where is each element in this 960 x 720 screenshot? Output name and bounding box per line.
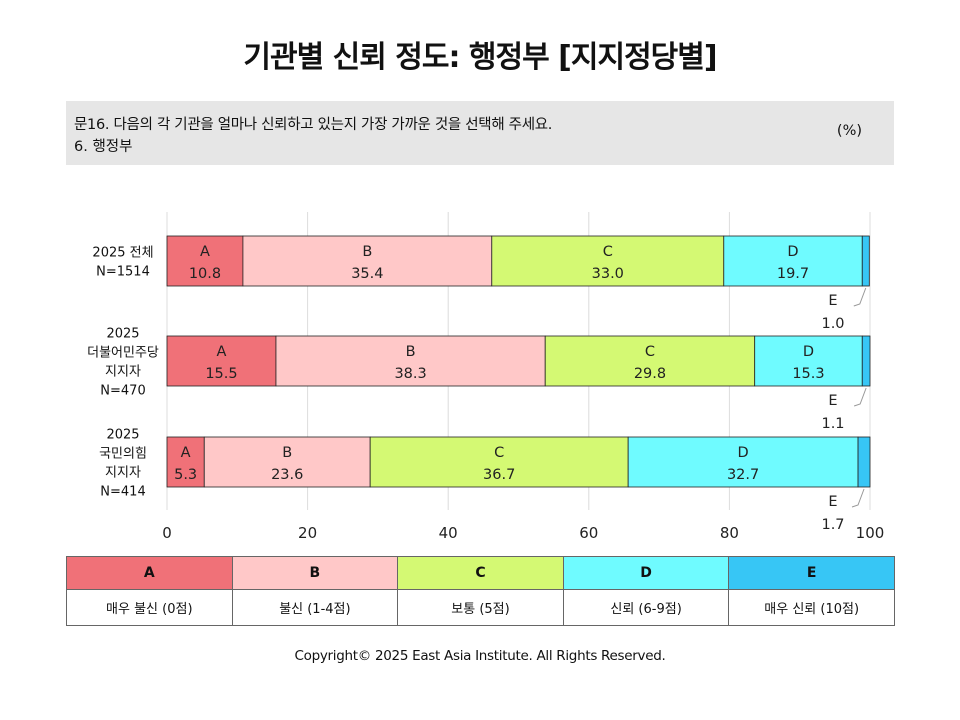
category-label-1-2: 지지자 [105,365,141,380]
segment-name-e-2: E [828,494,837,510]
data-label-c-2: 36.7 [483,467,515,483]
category-label-0-1: N=1514 [96,265,150,280]
segment-name-b-0: B [362,244,372,260]
segment-name-c-0: C [603,244,613,260]
page-title: 기관별 신뢰 정도: 행정부 [지지정당별] [243,40,717,75]
legend-key-a: A [66,556,233,590]
segment-name-a-0: A [200,244,210,260]
category-label-0-0: 2025 전체 [92,246,153,261]
category-label-2-2: 지지자 [105,466,141,481]
segment-name-d-0: D [787,244,798,260]
stacked-bar-chart: 0 20 40 60 80 100 A 10.8 B 35.4 C 33.0 D 19.7 E 1.0 2025… [87,212,885,542]
bar-e-2 [857,436,871,488]
x-tick-label-40: 40 [439,524,458,542]
bar-c-1 [544,335,756,387]
bar-c-2 [369,436,629,488]
category-label-2-3: N=414 [100,485,145,500]
segment-name-c-2: C [494,445,504,461]
segment-name-d-2: D [738,445,749,461]
segment-name-e-1: E [828,393,837,409]
bar-b-0 [242,235,493,287]
data-label-b-0: 35.4 [351,266,383,282]
x-tick-label-80: 80 [720,524,739,542]
x-tick-label-60: 60 [579,524,598,542]
bar-d-1 [754,335,863,387]
legend-key-d: D [562,556,730,590]
data-label-e-1: 1.1 [821,416,844,432]
bar-b-1 [275,335,546,387]
question-box: 문16. 다음의 각 기관을 얼마나 신뢰하고 있는지 가장 가까운 것을 선택… [66,101,894,165]
data-label-c-1: 29.8 [634,366,666,382]
copyright: Copyright© 2025 East Asia Institute. All… [294,648,666,664]
data-label-a-2: 5.3 [174,467,197,483]
legend-desc-a: 매우 불신 (0점) [66,589,233,626]
unit-label: (%) [836,123,862,139]
data-label-d-2: 32.7 [727,467,759,483]
data-label-d-1: 15.3 [792,366,824,382]
data-label-c-0: 33.0 [592,266,624,282]
bar-b-2 [203,436,371,488]
data-label-b-1: 38.3 [394,366,426,382]
segment-name-a-1: A [217,344,227,360]
category-label-2-0: 2025 [106,428,139,443]
question-text: 문16. 다음의 각 기관을 얼마나 신뢰하고 있는지 가장 가까운 것을 선택… [74,117,553,133]
category-label-1-0: 2025 [106,327,139,342]
bar-a-2 [166,436,205,488]
x-tick-label-20: 20 [298,524,317,542]
category-label-1-3: N=470 [100,384,145,399]
question-item: 6. 행정부 [74,139,133,155]
bar-e-0 [861,235,870,287]
legend-desc-d: 신뢰 (6-9점) [562,589,730,626]
data-label-d-0: 19.7 [777,266,809,282]
x-tick-label-0: 0 [162,524,172,542]
segment-name-c-1: C [645,344,655,360]
legend-table: A B C D E 매우 불신 (0점) 불신 (1-4점) 보통 (5점) 신… [66,556,895,626]
data-label-a-0: 10.8 [189,266,221,282]
legend-desc-e: 매우 신뢰 (10점) [728,589,895,626]
legend-key-e: E [728,556,895,590]
legend-desc-b: 불신 (1-4점) [231,589,399,626]
legend-key-c: C [397,556,564,590]
category-label-1-1: 더불어민주당 [87,346,159,361]
data-label-e-0: 1.0 [821,316,844,332]
callout-line-e-0 [853,287,867,307]
bar-a-0 [166,235,244,287]
segment-name-b-2: B [282,445,292,461]
segment-name-a-2: A [181,445,191,461]
data-label-a-1: 15.5 [205,366,237,382]
x-tick-label-100: 100 [856,524,885,542]
callout-line-e-2 [851,488,865,508]
callout-line-e-1 [853,387,867,407]
legend-key-b: B [231,556,399,590]
legend-desc-c: 보통 (5점) [397,589,564,626]
data-label-e-2: 1.7 [821,517,844,533]
bar-c-0 [491,235,725,287]
bar-e-1 [861,335,871,387]
category-label-2-1: 국민의힘 [99,447,147,462]
segment-name-d-1: D [803,344,814,360]
segment-name-e-0: E [828,293,837,309]
data-label-b-2: 23.6 [271,467,303,483]
segment-name-b-1: B [406,344,416,360]
